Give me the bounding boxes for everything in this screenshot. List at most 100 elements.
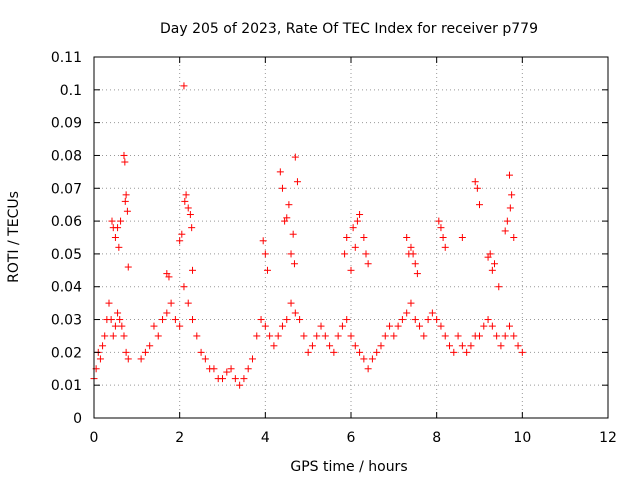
data-point xyxy=(118,322,126,330)
data-point xyxy=(349,224,357,232)
data-point xyxy=(411,260,419,268)
data-point xyxy=(115,243,123,251)
data-point xyxy=(364,365,372,373)
data-point xyxy=(117,217,125,225)
data-point xyxy=(321,332,329,340)
data-point xyxy=(182,191,190,199)
y-axis-label: ROTI / TECUs xyxy=(6,191,22,283)
x-tick-label: 6 xyxy=(347,430,356,446)
data-point xyxy=(197,348,205,356)
data-point xyxy=(514,342,522,350)
data-point xyxy=(495,283,503,291)
data-point xyxy=(437,224,445,232)
data-point xyxy=(394,322,402,330)
data-point xyxy=(373,348,381,356)
data-point xyxy=(109,332,117,340)
data-point xyxy=(278,322,286,330)
data-point xyxy=(505,322,513,330)
data-point xyxy=(111,322,119,330)
data-point xyxy=(293,178,301,186)
data-point xyxy=(353,217,361,225)
data-point xyxy=(287,299,295,307)
data-point xyxy=(244,365,252,373)
data-point xyxy=(259,237,267,245)
data-point xyxy=(437,322,445,330)
data-point xyxy=(433,316,441,324)
data-point xyxy=(360,355,368,363)
data-point xyxy=(441,332,449,340)
data-point xyxy=(189,316,197,324)
data-point xyxy=(476,332,483,340)
data-point xyxy=(181,197,189,205)
data-point xyxy=(343,234,351,241)
data-point xyxy=(501,227,509,235)
data-point xyxy=(347,266,355,274)
data-point xyxy=(334,332,342,340)
data-point xyxy=(356,348,364,356)
data-points xyxy=(90,82,526,389)
data-point xyxy=(114,224,122,232)
y-tick-label: 0.07 xyxy=(51,181,82,197)
data-point xyxy=(186,211,194,219)
x-tick-label: 2 xyxy=(175,430,184,446)
data-point xyxy=(111,234,119,241)
data-point xyxy=(176,322,184,330)
data-point xyxy=(439,234,447,241)
y-tick-label: 0.03 xyxy=(51,313,82,329)
x-tick-label: 0 xyxy=(90,430,99,446)
data-point xyxy=(154,332,162,340)
data-point xyxy=(486,250,494,258)
data-point xyxy=(146,342,154,350)
data-point xyxy=(351,342,359,350)
data-point xyxy=(428,309,436,317)
data-point xyxy=(263,266,271,274)
data-point xyxy=(467,342,475,350)
data-point xyxy=(398,316,406,324)
data-point xyxy=(493,332,501,340)
data-point xyxy=(253,332,261,340)
data-point xyxy=(210,365,218,373)
data-point xyxy=(278,184,286,192)
data-point xyxy=(416,322,424,330)
data-point xyxy=(338,322,346,330)
data-point xyxy=(463,348,471,356)
data-point xyxy=(141,348,149,356)
data-point xyxy=(291,153,299,161)
data-point xyxy=(471,178,479,186)
data-point xyxy=(458,234,466,241)
data-point xyxy=(424,316,432,324)
x-axis-label: GPS time / hours xyxy=(290,459,407,475)
data-point xyxy=(503,217,511,225)
data-point xyxy=(488,266,496,274)
data-point xyxy=(480,322,488,330)
data-point xyxy=(178,230,186,238)
data-point xyxy=(188,224,196,232)
data-point xyxy=(105,299,113,307)
y-tick-label: 0.02 xyxy=(51,345,82,361)
data-point xyxy=(116,316,124,324)
data-point xyxy=(490,260,498,268)
data-point xyxy=(420,332,428,340)
data-point xyxy=(184,204,192,212)
data-point xyxy=(219,375,226,383)
data-point xyxy=(356,211,364,219)
data-point xyxy=(386,322,394,330)
data-point xyxy=(150,322,158,330)
data-point xyxy=(176,237,184,245)
grid-lines xyxy=(94,57,608,418)
data-point xyxy=(261,250,269,258)
data-point xyxy=(122,191,130,199)
data-point xyxy=(473,184,481,192)
data-point xyxy=(308,342,316,350)
y-tick-label: 0.04 xyxy=(51,280,82,296)
y-tick-label: 0.1 xyxy=(60,83,82,99)
data-point xyxy=(390,332,398,340)
data-point xyxy=(122,348,130,356)
x-tick-label: 12 xyxy=(599,430,617,446)
data-point xyxy=(124,355,132,363)
data-point xyxy=(450,348,458,356)
data-point xyxy=(362,250,370,258)
data-point xyxy=(304,348,312,356)
data-point xyxy=(403,234,411,241)
